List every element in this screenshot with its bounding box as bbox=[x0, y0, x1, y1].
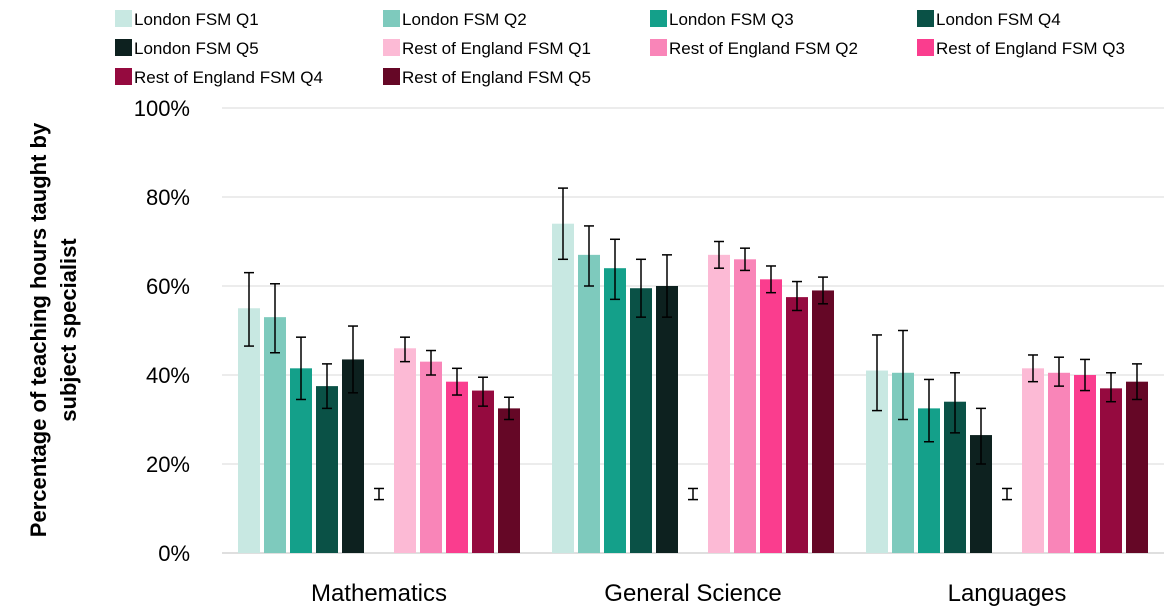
legend-label: London FSM Q2 bbox=[402, 10, 527, 29]
bar bbox=[1100, 388, 1122, 553]
bar bbox=[604, 268, 626, 553]
bar bbox=[290, 368, 312, 553]
legend-label: London FSM Q4 bbox=[936, 10, 1061, 29]
legend-label: London FSM Q1 bbox=[134, 10, 259, 29]
y-tick-label: 20% bbox=[146, 452, 190, 477]
x-category-label: General Science bbox=[604, 580, 781, 607]
error-bars bbox=[244, 187, 1142, 501]
bar bbox=[892, 372, 914, 553]
bar bbox=[970, 435, 992, 553]
legend-swatch bbox=[383, 68, 400, 85]
bar bbox=[734, 259, 756, 553]
bar bbox=[1048, 372, 1070, 553]
legend-swatch bbox=[650, 10, 667, 27]
x-axis-category-labels: Mathematics General Science Languages bbox=[311, 580, 1066, 607]
bar bbox=[918, 408, 940, 553]
bar bbox=[866, 370, 888, 553]
legend-label: Rest of England FSM Q2 bbox=[669, 39, 858, 58]
y-tick-label: 100% bbox=[134, 96, 190, 121]
bar bbox=[498, 408, 520, 553]
bar bbox=[1074, 375, 1096, 553]
bar bbox=[342, 359, 364, 553]
legend-swatch bbox=[917, 10, 934, 27]
legend-label: Rest of England FSM Q1 bbox=[402, 39, 591, 58]
y-tick-label: 60% bbox=[146, 274, 190, 299]
bar bbox=[786, 297, 808, 553]
y-axis-title-line: subject specialist bbox=[56, 238, 81, 422]
bar bbox=[316, 386, 338, 553]
bar bbox=[812, 290, 834, 553]
y-tick-label: 80% bbox=[146, 185, 190, 210]
bar bbox=[394, 348, 416, 553]
legend-swatch bbox=[383, 10, 400, 27]
legend-label: Rest of England FSM Q4 bbox=[134, 68, 323, 87]
legend-swatch bbox=[115, 39, 132, 56]
legend-label: Rest of England FSM Q5 bbox=[402, 68, 591, 87]
legend-swatch bbox=[115, 10, 132, 27]
y-axis-title-line: Percentage of teaching hours taught by bbox=[26, 122, 51, 537]
legend-swatch bbox=[383, 39, 400, 56]
bar bbox=[1126, 381, 1148, 553]
legend: London FSM Q1 London FSM Q2 London FSM Q3 L… bbox=[115, 10, 1125, 87]
legend-label: Rest of England FSM Q3 bbox=[936, 39, 1125, 58]
x-category-label: Languages bbox=[948, 580, 1067, 607]
bars bbox=[238, 223, 1148, 553]
bar bbox=[656, 286, 678, 553]
x-category-label: Mathematics bbox=[311, 580, 447, 607]
legend-label: London FSM Q5 bbox=[134, 39, 259, 58]
bar bbox=[552, 223, 574, 553]
bar bbox=[238, 308, 260, 553]
legend-swatch bbox=[917, 39, 934, 56]
bar bbox=[420, 361, 442, 553]
legend-label: London FSM Q3 bbox=[669, 10, 794, 29]
bar bbox=[944, 401, 966, 553]
y-tick-label: 40% bbox=[146, 363, 190, 388]
bar bbox=[708, 254, 730, 553]
bar bbox=[446, 381, 468, 553]
legend-swatch bbox=[650, 39, 667, 56]
bar bbox=[264, 317, 286, 553]
legend-swatch bbox=[115, 68, 132, 85]
y-axis-title-text: Percentage of teaching hours taught by su… bbox=[26, 122, 81, 537]
gridlines bbox=[222, 107, 1164, 554]
bar bbox=[760, 279, 782, 553]
bar bbox=[472, 390, 494, 553]
bar bbox=[630, 288, 652, 553]
bar bbox=[578, 254, 600, 553]
y-axis-title: Percentage of teaching hours taught by su… bbox=[26, 122, 81, 537]
y-axis-tick-labels: 0% 20% 40% 60% 80% 100% bbox=[134, 96, 190, 566]
bar bbox=[1022, 368, 1044, 553]
y-tick-label: 0% bbox=[158, 541, 190, 566]
